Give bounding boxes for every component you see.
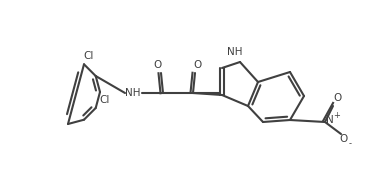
Text: NH: NH bbox=[125, 88, 141, 98]
Text: N: N bbox=[326, 115, 334, 125]
Text: O: O bbox=[340, 134, 348, 144]
Text: Cl: Cl bbox=[100, 95, 110, 105]
Text: +: + bbox=[334, 112, 341, 120]
Text: O: O bbox=[334, 93, 342, 103]
Text: Cl: Cl bbox=[84, 51, 94, 61]
Text: O: O bbox=[194, 60, 202, 70]
Text: O: O bbox=[154, 60, 162, 70]
Text: -: - bbox=[349, 139, 351, 149]
Text: NH: NH bbox=[227, 47, 243, 57]
